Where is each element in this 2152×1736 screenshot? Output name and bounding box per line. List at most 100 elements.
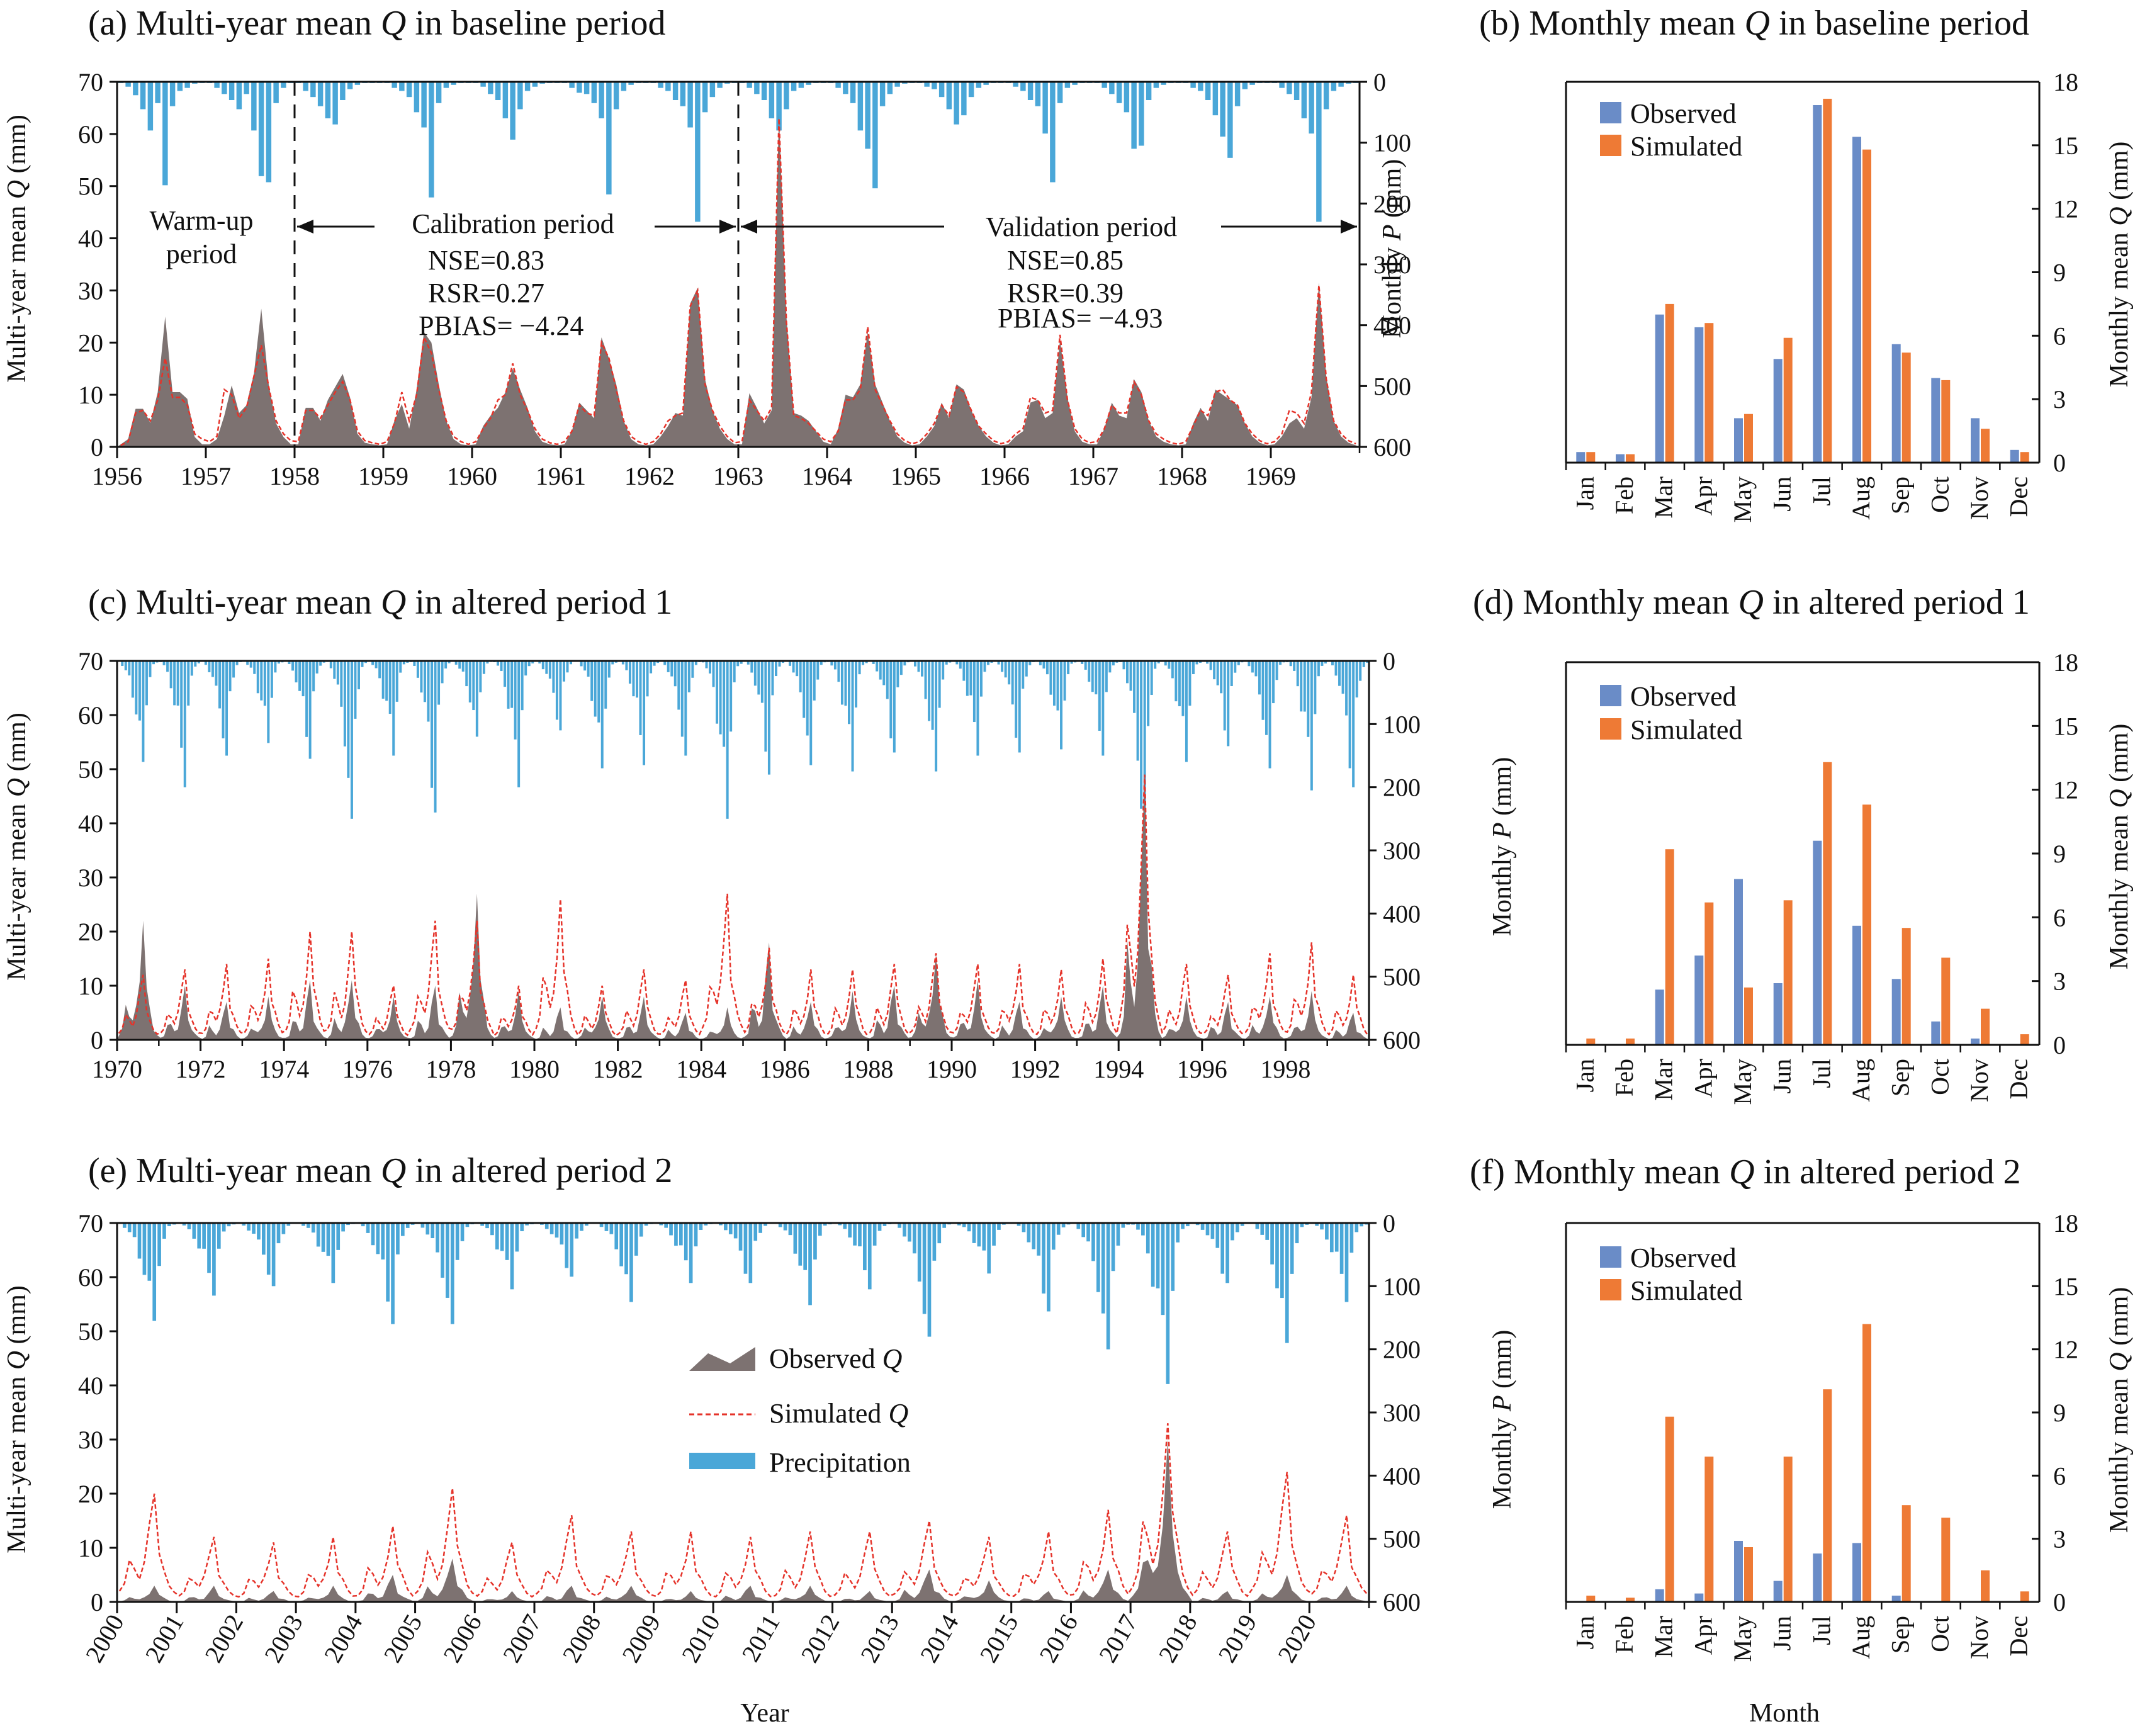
precipitation-bar [924,661,927,699]
observed-bar [1616,454,1625,463]
precipitation-bar [228,82,235,100]
panel-d-chart: (d) Monthly mean Q in altered period 1 0… [1473,583,2134,1105]
precipitation-bar [1355,661,1358,698]
panel-c-precipitation-bars [117,661,1369,850]
precipitation-bar [1098,661,1101,731]
precipitation-bar [594,661,597,717]
precipitation-bar [1359,661,1362,681]
x-tick-label: Apr [1689,1059,1717,1098]
panel-b-x-ticks: Jan Feb Mar Apr May Jun Jul Aug Sep Oct Nov Dec [1565,463,2033,522]
precipitation-bar [371,661,375,665]
precipitation-bar [677,661,680,710]
x-tick-label: 1958 [269,462,320,490]
panel-d-y-ticks: 0 3 6 9 12 15 18 [2032,648,2078,1059]
y-tick-label: 40 [78,225,103,253]
precipitation-bar [454,661,458,665]
precipitation-bar [674,1223,678,1246]
precipitation-bar [147,1223,152,1281]
observed-bar [1971,1038,1980,1045]
precipitation-bar [277,661,280,664]
x-tick-label: May [1728,1616,1757,1662]
observed-bar [1852,1543,1861,1602]
precipitation-bar [976,661,979,756]
precipitation-bar [545,661,548,674]
precipitation-bar [197,1223,201,1249]
simulated-bar [1862,149,1871,463]
precipitation-bar [889,661,893,739]
panel-a-y-ticks: 0 10 20 30 40 50 60 70 [78,68,117,461]
y2-tick-label: 0 [1383,1209,1395,1237]
precipitation-bar [872,1223,877,1246]
precipitation-bar [308,661,312,759]
precipitation-bar [1139,82,1144,146]
precipitation-bar [274,661,277,673]
precipitation-bar [604,661,607,709]
observed-bar [1852,925,1861,1045]
observed-bar [1734,1541,1743,1602]
precipitation-bar [776,82,782,131]
precipitation-bar [507,661,510,709]
x-tick-label: Jul [1807,1059,1835,1088]
precipitation-bar [625,661,628,670]
precipitation-bar [1171,1223,1175,1291]
precipitation-bar [123,1223,127,1228]
precipitation-bar [177,82,183,91]
precipitation-bar [364,661,368,663]
precipitation-bar [1056,1223,1061,1235]
precipitation-bar [669,1223,673,1236]
precipitation-bar [1220,1223,1224,1274]
precipitation-bar [125,82,131,87]
x-tick-label: 2013 [855,1609,904,1667]
precipitation-bar [585,1223,589,1226]
precipitation-bar [903,1223,906,1237]
y-tick-label: 6 [2053,322,2066,350]
precipitation-bar [1199,661,1202,663]
simulated-bar [1862,1324,1871,1602]
precipitation-bar [684,1223,688,1261]
x-tick-label: 2000 [80,1609,130,1667]
precipitation-bar [135,661,138,715]
precipitation-bar [549,1223,554,1234]
precipitation-bar [1220,82,1225,137]
panel-e-legend: Observed Q Simulated Q Precipitation [689,1343,911,1478]
precipitation-bar [1265,1223,1270,1240]
legend-simulated-swatch [1600,135,1621,156]
validation-nse: NSE=0.85 [1007,245,1124,276]
x-tick-label: 1972 [176,1055,226,1083]
precipitation-bar [217,1223,221,1249]
simulated-bar [2020,452,2029,463]
precipitation-bar [416,661,419,678]
precipitation-bar [1049,661,1052,695]
x-tick-label: 2010 [676,1609,726,1667]
precipitation-bar [358,661,360,690]
precipitation-bar [1300,1223,1304,1227]
precipitation-bar [202,1223,206,1249]
precipitation-bar [743,1223,748,1274]
y-tick-label: 0 [2053,449,2066,477]
precipitation-bar [510,1223,514,1290]
y-tick-label: 0 [91,1588,103,1616]
y-tick-label: 9 [2053,259,2066,287]
precipitation-bar [1028,661,1032,665]
y2-tick-label: 400 [1383,899,1421,928]
x-tick-label: Aug [1847,1616,1875,1659]
precipitation-bar [180,661,183,748]
precipitation-bar [340,661,343,707]
precipitation-bar [716,661,719,724]
precipitation-bar [142,1223,147,1275]
precipitation-bar [1210,1223,1215,1239]
precipitation-bar [399,661,402,673]
precipitation-bar [1022,1223,1026,1232]
precipitation-bar [1192,661,1195,675]
x-tick-label: Sep [1886,1059,1915,1096]
precipitation-bar [425,1223,430,1235]
precipitation-bar [1329,1223,1334,1253]
precipitation-bar [730,661,733,732]
precipitation-bar [634,1223,638,1256]
precipitation-bar [687,661,690,692]
precipitation-bar [858,661,861,675]
x-tick-label: 1992 [1010,1055,1061,1083]
panel-f-legend: Observed Simulated [1600,1243,1742,1306]
observed-bar [1694,1593,1704,1602]
observed-bar [1773,359,1783,463]
